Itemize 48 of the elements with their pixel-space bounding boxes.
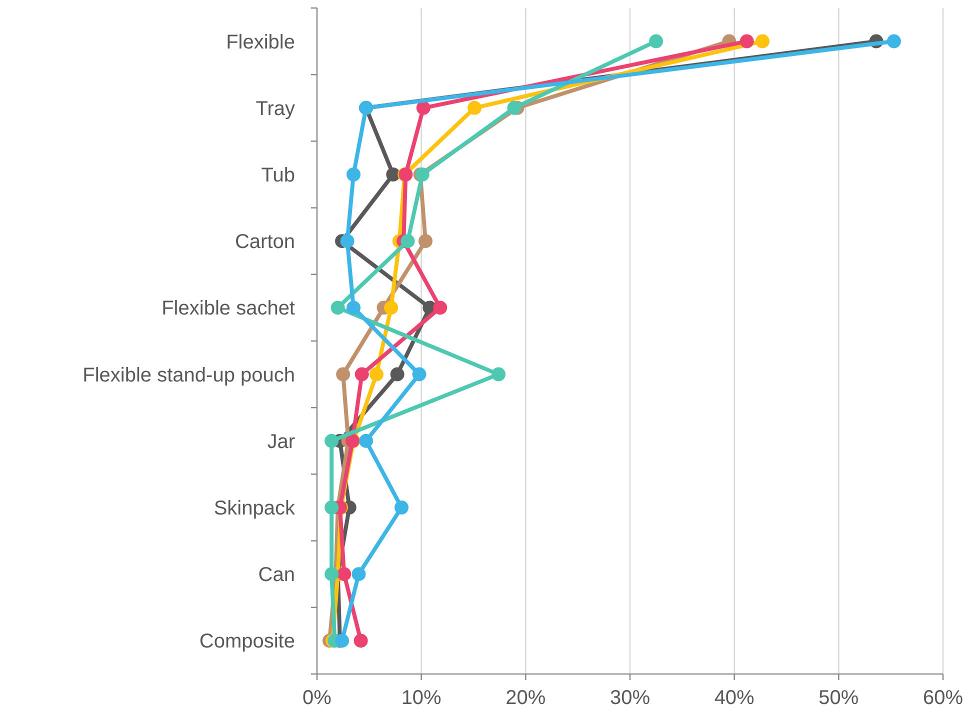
- point: [346, 168, 361, 182]
- point: [649, 34, 664, 48]
- point: [418, 234, 433, 248]
- point: [336, 367, 350, 382]
- x-tick-label: 0%: [302, 687, 332, 709]
- point: [384, 300, 398, 315]
- point: [507, 100, 522, 115]
- point: [400, 234, 415, 248]
- point: [386, 168, 400, 182]
- point: [324, 500, 339, 514]
- point: [337, 567, 352, 582]
- point: [394, 500, 409, 514]
- point: [886, 34, 901, 48]
- point: [354, 367, 369, 382]
- x-tick-label: 20%: [506, 687, 546, 709]
- point: [369, 367, 384, 382]
- point: [340, 234, 354, 248]
- x-tick-label: 50%: [818, 687, 859, 709]
- point: [468, 100, 482, 115]
- y-tick-label: Flexible stand-up pouch: [82, 364, 295, 386]
- y-tick-label: Tray: [256, 98, 295, 120]
- y-tick-label: Flexible: [226, 31, 295, 54]
- x-tick-label: 10%: [401, 687, 442, 709]
- point: [324, 567, 339, 582]
- y-tick-label: Can: [258, 564, 295, 586]
- y-tick-label: Tub: [261, 164, 295, 186]
- point: [359, 434, 374, 448]
- point: [390, 367, 404, 382]
- point: [756, 34, 770, 48]
- point: [330, 300, 345, 315]
- point: [346, 300, 361, 315]
- x-tick-label: 40%: [714, 687, 755, 709]
- y-tick-label: Jar: [267, 430, 296, 453]
- point: [352, 567, 366, 582]
- x-tick-label: 30%: [610, 687, 650, 709]
- point: [335, 634, 350, 648]
- x-tick-label: 60%: [922, 687, 964, 709]
- y-tick-label: Flexible sachet: [162, 298, 296, 320]
- point: [324, 434, 339, 448]
- point: [433, 300, 448, 315]
- y-tick-label: Skinpack: [214, 498, 296, 520]
- point: [412, 367, 426, 382]
- y-tick-label: Carton: [234, 231, 295, 254]
- point: [740, 34, 754, 48]
- point: [354, 634, 368, 648]
- point: [492, 367, 506, 382]
- point: [416, 100, 430, 115]
- y-tick-label: Composite: [199, 630, 295, 653]
